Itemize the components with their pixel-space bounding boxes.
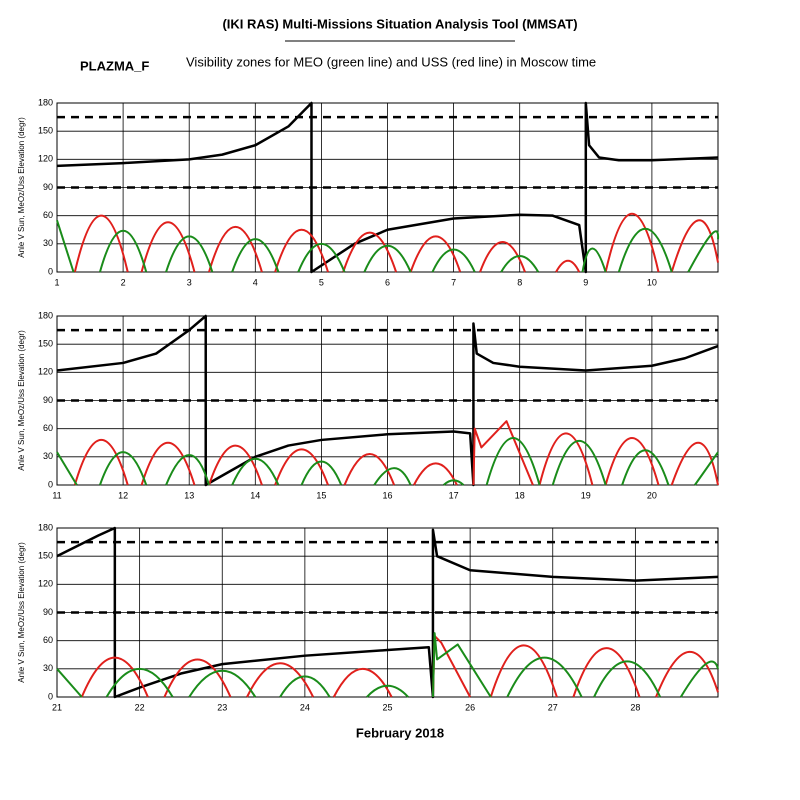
x-tick-label: 27 [548, 702, 558, 712]
series-line [56, 437, 719, 486]
y-tick-label: 180 [38, 310, 53, 320]
y-tick-label: 90 [43, 182, 53, 192]
y-tick-label: 60 [43, 423, 53, 433]
y-tick-label: 150 [38, 551, 53, 561]
x-tick-label: 5 [319, 277, 324, 287]
x-tick-label: 25 [382, 702, 392, 712]
x-tick-label: 10 [647, 277, 657, 287]
y-tick-label: 120 [38, 154, 53, 164]
series-line [80, 634, 719, 698]
subtitle: Visibility zones for MEO (green line) an… [186, 54, 596, 69]
y-tick-label: 180 [38, 97, 53, 107]
x-tick-label: 13 [184, 490, 194, 500]
x-tick-label: 19 [581, 490, 591, 500]
x-tick-label: 22 [135, 702, 145, 712]
series-line [56, 101, 719, 274]
x-tick-label: 2 [121, 277, 126, 287]
y-axis-label: Anle V Sun, MeOz/Uss Elevation (degr) [17, 542, 26, 683]
x-tick-label: 12 [118, 490, 128, 500]
series-line [56, 314, 719, 487]
y-tick-label: 30 [43, 238, 53, 248]
x-tick-label: 11 [52, 490, 61, 500]
y-tick-label: 120 [38, 579, 53, 589]
series-line [56, 526, 719, 699]
x-tick-label: 7 [451, 277, 456, 287]
y-tick-label: 90 [43, 607, 53, 617]
y-tick-label: 0 [48, 691, 53, 701]
y-axis-label: Anle V Sun, MeOz/Uss Elevation (degr) [17, 330, 26, 471]
y-tick-label: 60 [43, 635, 53, 645]
x-tick-label: 23 [217, 702, 227, 712]
x-tick-label: 21 [52, 702, 62, 712]
y-tick-label: 30 [43, 451, 53, 461]
x-tick-label: 14 [250, 490, 260, 500]
y-tick-label: 150 [38, 339, 53, 349]
y-tick-label: 30 [43, 663, 53, 673]
x-tick-label: 18 [515, 490, 525, 500]
series-line [56, 632, 719, 698]
y-tick-label: 0 [48, 479, 53, 489]
x-tick-label: 6 [385, 277, 390, 287]
x-tick-label: 1 [54, 277, 59, 287]
series-line [56, 220, 720, 273]
y-tick-label: 150 [38, 126, 53, 136]
x-tick-label: 8 [517, 277, 522, 287]
y-tick-label: 0 [48, 266, 53, 276]
y-tick-label: 90 [43, 395, 53, 405]
mission-tag: PLAZMA_F [80, 58, 149, 73]
y-tick-label: 60 [43, 210, 53, 220]
x-tick-label: 15 [316, 490, 326, 500]
x-tick-label: 4 [253, 277, 258, 287]
y-tick-label: 120 [38, 367, 53, 377]
x-tick-label: 28 [630, 702, 640, 712]
x-tick-label: 20 [647, 490, 657, 500]
x-tick-label: 16 [382, 490, 392, 500]
x-tick-label: 3 [187, 277, 192, 287]
y-axis-label: Anle V Sun, MeOz/Uss Elevation (degr) [17, 117, 26, 258]
x-tick-label: 9 [583, 277, 588, 287]
y-tick-label: 180 [38, 522, 53, 532]
x-tick-label: 24 [300, 702, 310, 712]
series-line [73, 212, 719, 273]
x-tick-label: 17 [449, 490, 459, 500]
series-line [73, 420, 719, 486]
x-axis-label: February 2018 [356, 725, 444, 740]
page-title: (IKI RAS) Multi-Missions Situation Analy… [222, 16, 577, 31]
x-tick-label: 26 [465, 702, 475, 712]
